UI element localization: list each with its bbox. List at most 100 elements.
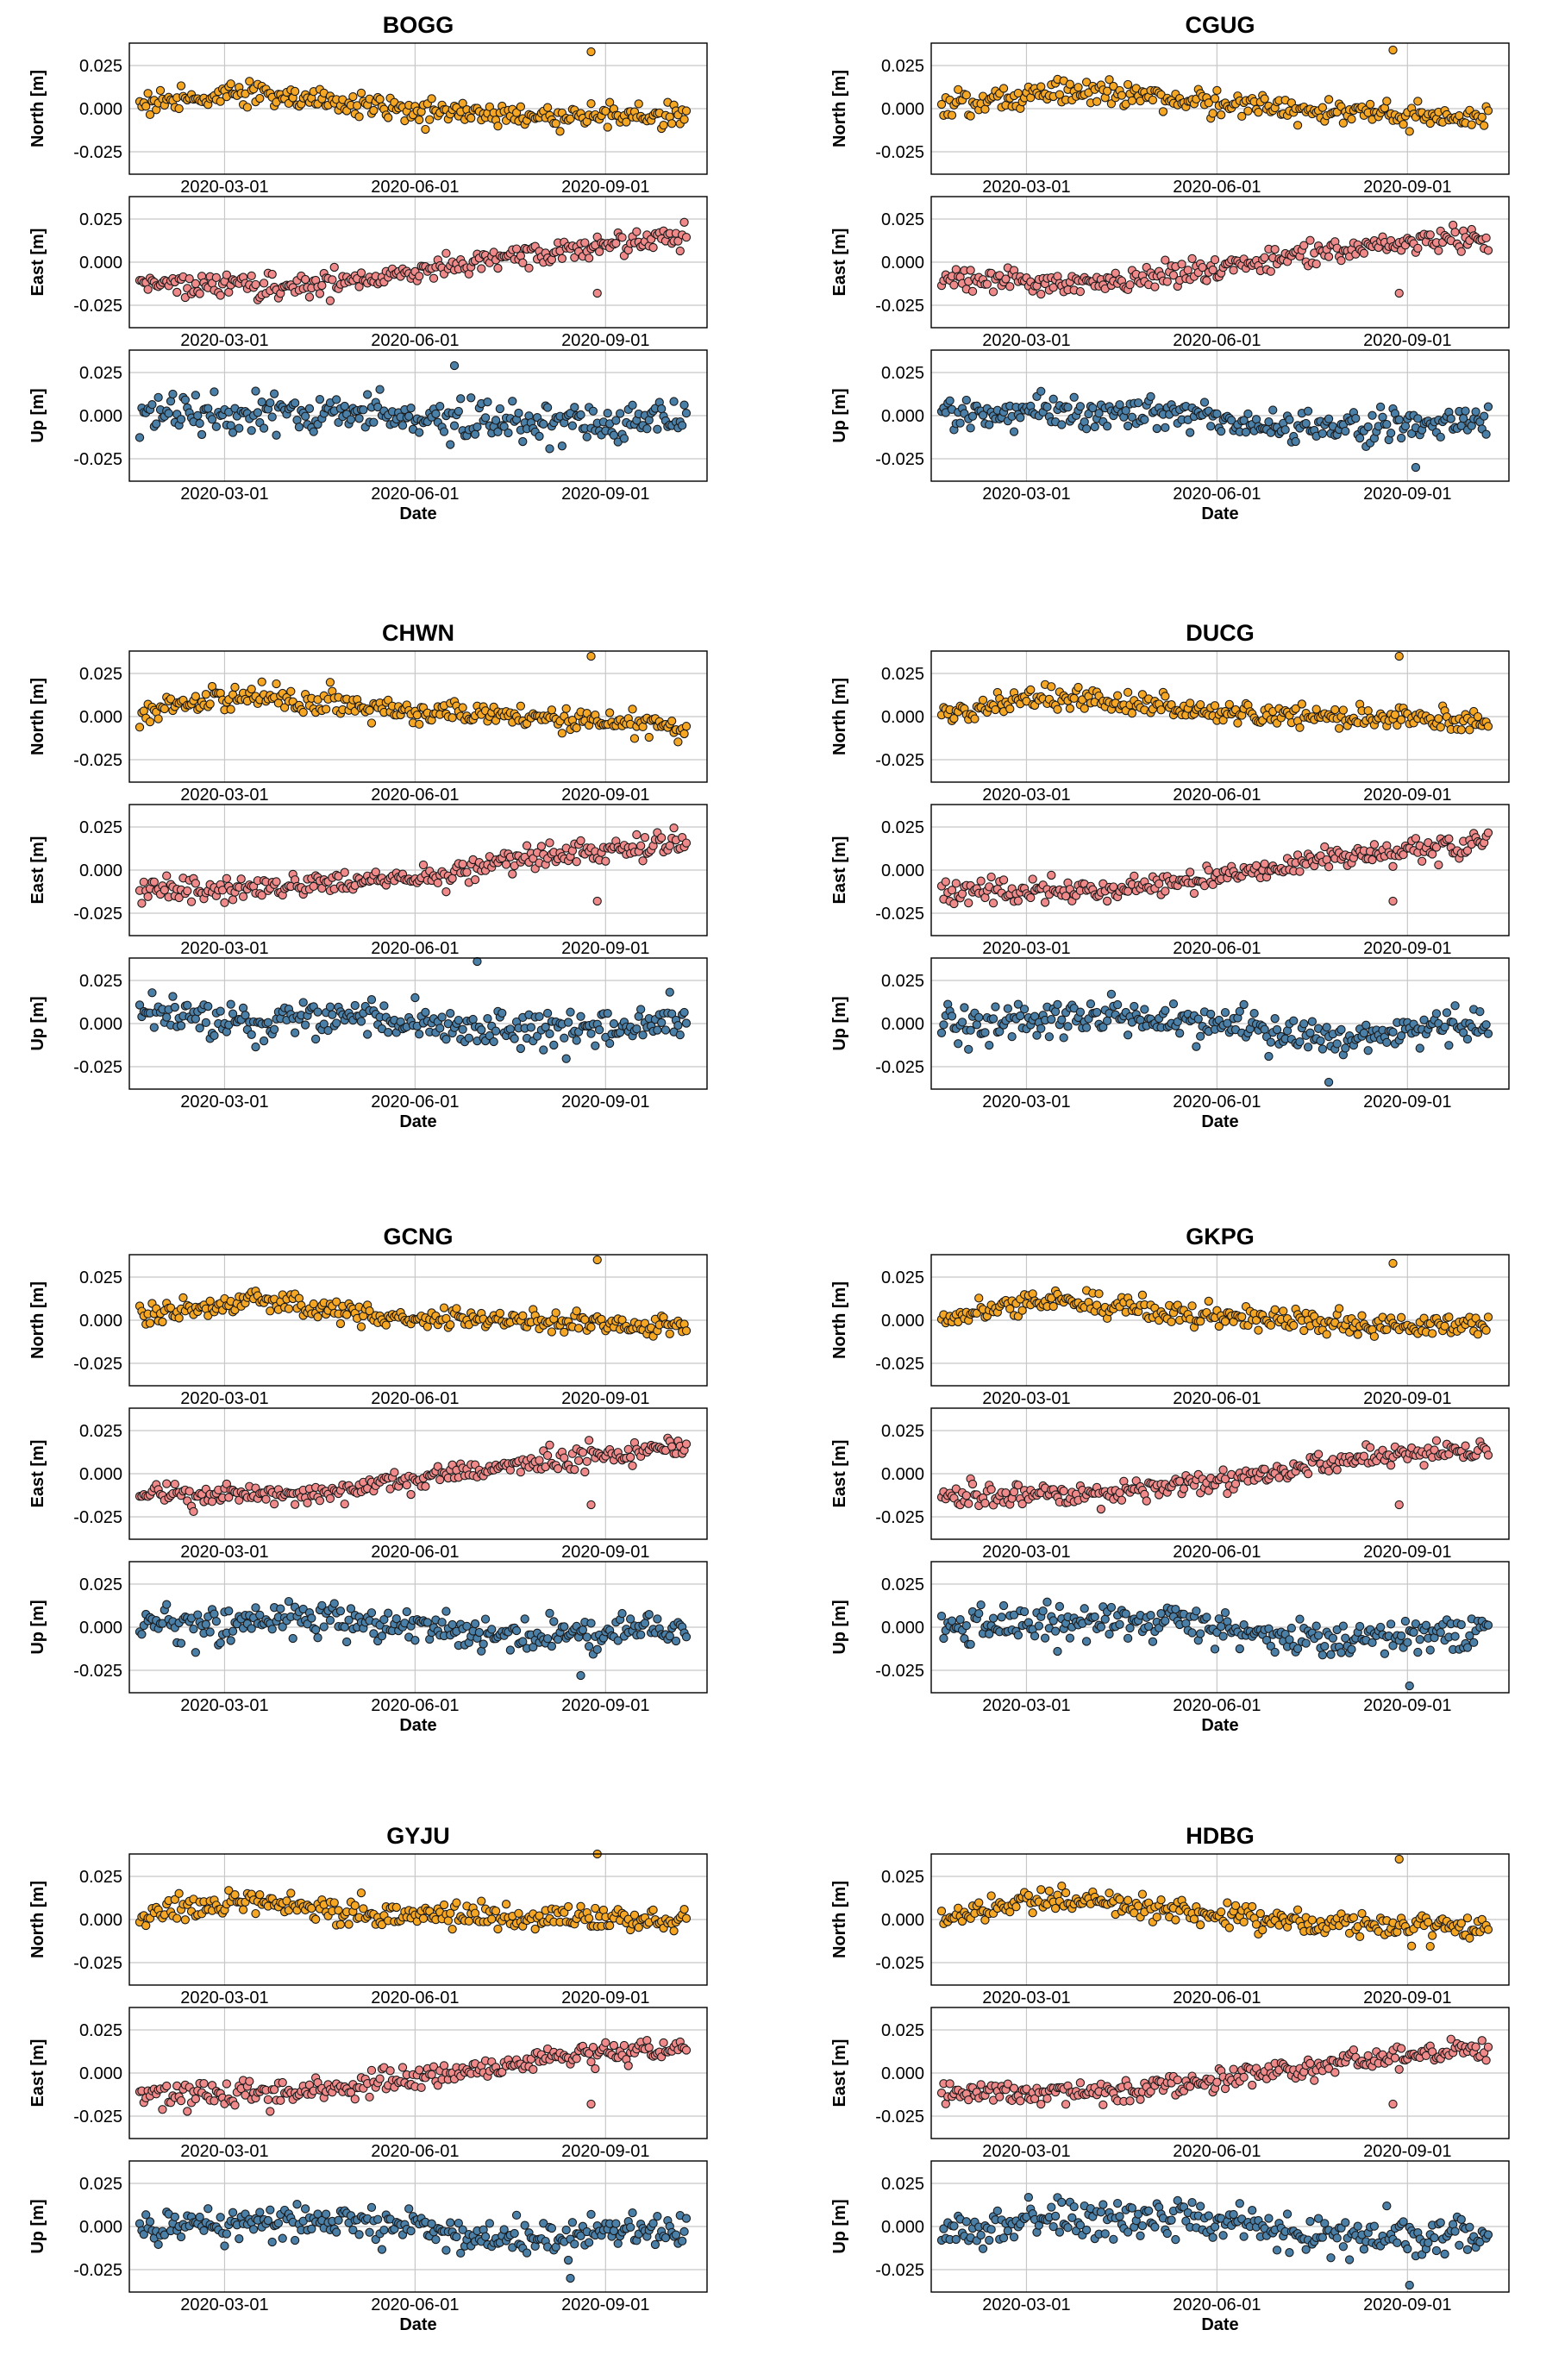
y-tick-label: -0.025 xyxy=(73,143,122,162)
x-tick-label: 2020-09-01 xyxy=(561,1389,649,1408)
data-point xyxy=(665,987,674,997)
y-axis-label: North [m] xyxy=(830,1281,849,1359)
data-point xyxy=(1413,243,1423,254)
y-axis-label: North [m] xyxy=(28,70,47,147)
data-point xyxy=(1316,1036,1325,1046)
data-point xyxy=(319,1622,329,1632)
y-tick-label: 0.000 xyxy=(881,254,924,272)
data-point xyxy=(998,84,1009,93)
data-point xyxy=(601,856,610,866)
data-point xyxy=(675,1030,685,1040)
data-point xyxy=(572,723,581,733)
data-point xyxy=(1311,259,1321,269)
data-point xyxy=(681,1018,692,1028)
outlier-point xyxy=(1411,462,1421,473)
data-point xyxy=(1444,1312,1454,1322)
x-tick-label: 2020-09-01 xyxy=(1363,1093,1451,1112)
data-point xyxy=(1005,282,1015,291)
data-point xyxy=(418,860,429,870)
data-point xyxy=(1295,1037,1305,1047)
data-point xyxy=(1375,402,1386,412)
data-point xyxy=(1334,1304,1344,1313)
data-point xyxy=(329,1599,339,1608)
data-point xyxy=(340,1499,349,1509)
data-point xyxy=(1382,97,1392,106)
data-point xyxy=(441,248,451,258)
data-point xyxy=(1450,1001,1460,1011)
data-point xyxy=(1202,1613,1211,1622)
data-point xyxy=(300,1020,310,1030)
data-point xyxy=(1249,1008,1259,1018)
data-point xyxy=(272,430,281,440)
data-point xyxy=(448,713,457,723)
x-tick-label: 2020-06-01 xyxy=(371,1543,459,1562)
data-point xyxy=(1090,422,1099,432)
data-point xyxy=(945,396,955,405)
data-point xyxy=(381,1320,391,1330)
data-point xyxy=(458,1024,467,1034)
data-point xyxy=(366,995,377,1005)
data-point xyxy=(518,258,528,267)
data-point xyxy=(508,397,517,406)
data-point xyxy=(1096,1504,1106,1514)
data-point xyxy=(1396,715,1406,724)
data-point xyxy=(216,291,225,300)
data-point xyxy=(642,424,652,434)
data-point xyxy=(1351,414,1361,423)
data-point xyxy=(991,1002,1000,1012)
data-point xyxy=(1268,405,1278,415)
data-point xyxy=(331,395,341,404)
data-point xyxy=(594,247,604,256)
data-point xyxy=(997,1613,1006,1622)
data-point xyxy=(1467,120,1476,129)
data-point xyxy=(1175,1476,1185,1486)
data-point xyxy=(659,121,668,130)
data-point xyxy=(466,113,476,123)
data-point xyxy=(1431,1436,1442,1445)
data-point xyxy=(1301,418,1311,429)
data-point xyxy=(551,1308,560,1318)
data-point xyxy=(545,444,554,454)
y-tick-label: -0.025 xyxy=(73,751,122,770)
data-point xyxy=(373,402,383,412)
data-point xyxy=(505,1645,516,1655)
data-point xyxy=(384,113,393,122)
data-point xyxy=(1036,82,1046,91)
data-point xyxy=(1127,708,1137,718)
data-point xyxy=(939,1633,948,1644)
data-point xyxy=(193,410,203,421)
data-point xyxy=(603,1008,612,1018)
east-points xyxy=(936,220,1493,299)
data-point xyxy=(1123,687,1133,698)
data-point xyxy=(1303,406,1313,416)
data-point xyxy=(410,1636,420,1645)
data-point xyxy=(1394,415,1404,424)
data-point xyxy=(1295,723,1305,732)
data-point xyxy=(560,1327,569,1337)
data-point xyxy=(216,1006,225,1016)
data-point xyxy=(974,1293,984,1303)
data-point xyxy=(547,705,557,715)
north-points xyxy=(135,651,692,747)
data-point xyxy=(679,1007,689,1018)
data-point xyxy=(143,285,153,294)
y-tick-label: -0.025 xyxy=(875,297,924,316)
data-point xyxy=(1073,682,1083,692)
data-point xyxy=(470,874,480,885)
x-axis-label: Date xyxy=(399,1112,436,1131)
x-tick-label: 2020-09-01 xyxy=(561,1543,649,1562)
data-point xyxy=(284,1304,294,1313)
data-point xyxy=(1075,1007,1086,1017)
data-point xyxy=(446,1008,455,1018)
plot-frame xyxy=(128,42,708,175)
y-tick-label: 0.000 xyxy=(881,708,924,727)
y-tick-label: -0.025 xyxy=(73,905,122,924)
y-tick-label: 0.000 xyxy=(79,407,122,426)
data-point xyxy=(309,427,318,436)
data-point xyxy=(584,254,594,263)
data-point xyxy=(1053,705,1062,714)
y-tick-label: 0.000 xyxy=(79,861,122,880)
